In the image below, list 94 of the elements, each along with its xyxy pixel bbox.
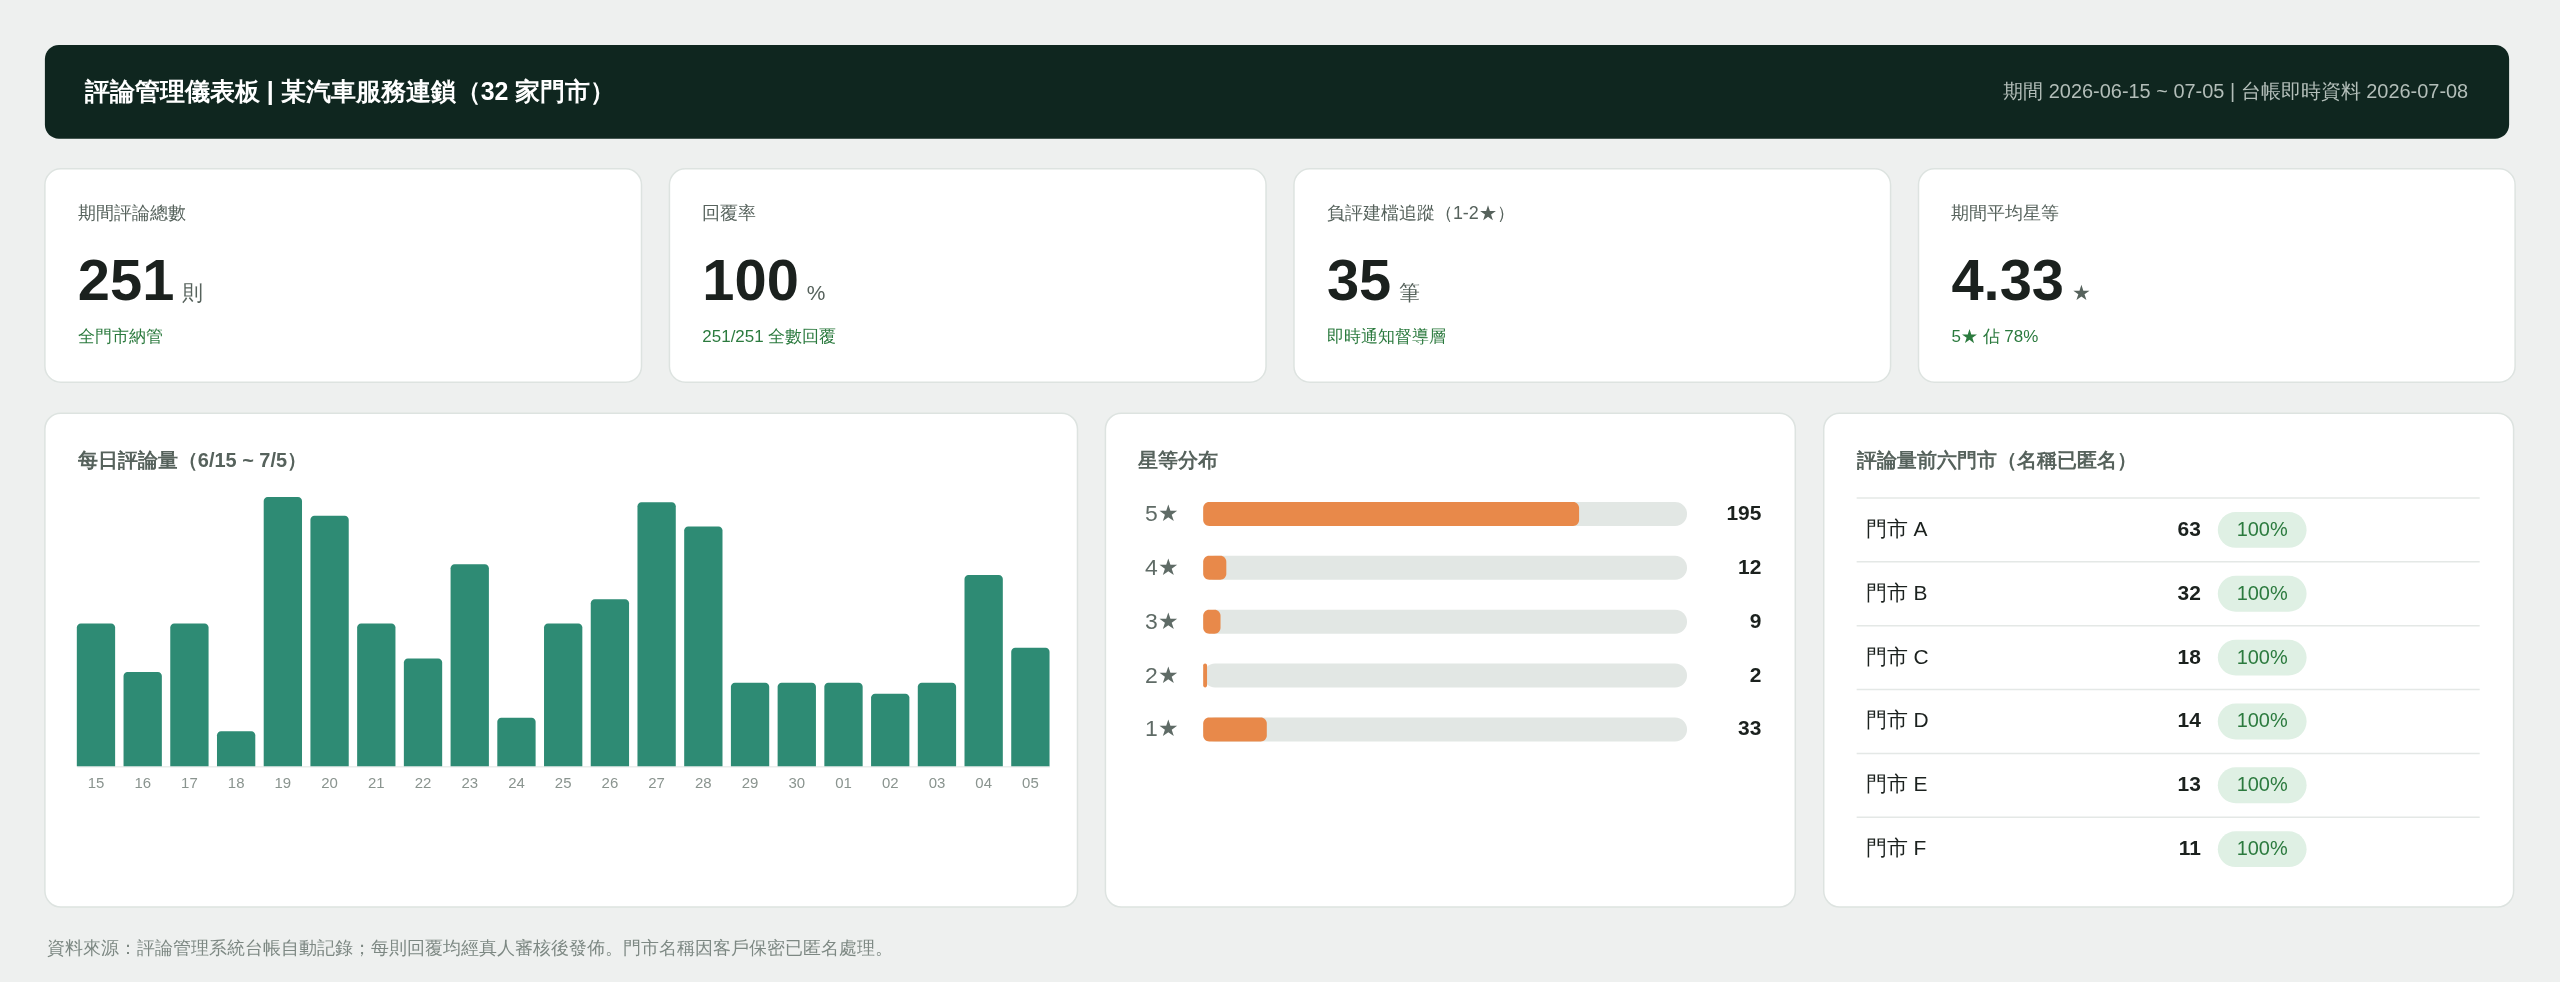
data-label: 100% (2236, 581, 2288, 604)
x-tick-label: 20 (321, 773, 338, 791)
text: 評論量前六門市（名稱已匿名） (1855, 449, 2137, 472)
x-tick-label: 16 (134, 773, 152, 791)
bar (544, 623, 583, 767)
data-label: 251 (77, 248, 175, 313)
data-label: 100% (2236, 517, 2288, 540)
x-tick-label: 29 (741, 773, 759, 791)
data-label: 100% (2236, 709, 2288, 732)
text: 期間評論總數 (77, 202, 186, 223)
text: 期間 2026-06-15 ~ 07-05 | 台帳即時資料 2026-07-08 (2003, 79, 2469, 102)
x-tick-label: 23 (461, 773, 479, 791)
bar (357, 623, 396, 767)
text: 則 (182, 281, 204, 305)
data-label: 2 (1749, 662, 1762, 686)
data-label: 195 (1726, 500, 1762, 524)
bar (590, 599, 630, 767)
bar (263, 496, 303, 767)
x-tick-label: 30 (788, 773, 806, 791)
category-label: 門市 C (1865, 644, 1929, 668)
data-label: 12 (1738, 554, 1762, 578)
bar (777, 682, 816, 767)
data-label: 32 (2177, 580, 2201, 604)
x-tick-label: 18 (227, 773, 245, 791)
text: ★ (2072, 281, 2092, 305)
source-note: 資料來源：評論管理系統台帳自動記錄；每則回覆均經真人審核後發佈。門市名稱因客戶保密已匿名處理。 (46, 937, 893, 958)
bar (730, 682, 770, 767)
x-tick-label: 17 (181, 773, 198, 791)
chart-title: 星等分布 (1137, 449, 1219, 472)
x-tick-label: 21 (367, 773, 385, 791)
x-tick-label: 02 (881, 773, 899, 791)
bar (964, 575, 1003, 767)
chart-title: 每日評論量（6/15 ~ 7/5） (76, 449, 308, 472)
data-label: 33 (1738, 716, 1762, 740)
bar (1203, 717, 1267, 742)
bar (637, 502, 676, 767)
x-tick-label: 25 (554, 773, 572, 791)
text: 5★ 佔 78% (1951, 327, 2039, 347)
text: 全門市納管 (77, 327, 163, 347)
bar (917, 682, 957, 767)
x-tick-label: 05 (1022, 773, 1039, 791)
y-tick-label: 1★ (1144, 715, 1179, 742)
data-label: 100% (2236, 837, 2288, 860)
y-tick-label: 2★ (1144, 661, 1179, 688)
category-label: 門市 F (1865, 836, 1927, 860)
y-tick-label: 4★ (1144, 553, 1179, 580)
data-label: 14 (2177, 708, 2202, 732)
data-label: 18 (2177, 644, 2201, 668)
x-tick-label: 28 (695, 773, 712, 791)
bar (450, 564, 489, 767)
data-label: 63 (2177, 516, 2201, 540)
y-tick-label: 3★ (1144, 607, 1179, 634)
x-tick-label: 15 (87, 773, 105, 791)
x-tick-label: 27 (648, 773, 665, 791)
x-tick-label: 24 (508, 773, 525, 791)
x-tick-label: 03 (928, 773, 946, 791)
category-label: 門市 B (1865, 580, 1928, 604)
bar (76, 623, 116, 767)
text: 即時通知督導層 (1326, 327, 1446, 347)
text: 期間平均星等 (1951, 202, 2060, 223)
data-label: 13 (2177, 772, 2201, 796)
y-tick-label: 5★ (1144, 499, 1179, 526)
x-tick-label: 19 (274, 773, 292, 791)
bar (123, 672, 162, 767)
text: 負評建檔追蹤（1-2★） (1326, 202, 1515, 223)
text: 回覆率 (702, 202, 757, 223)
category-label: 門市 D (1865, 708, 1929, 732)
text: 筆 (1399, 281, 1421, 305)
data-label: 100 (702, 248, 799, 313)
bar (1011, 647, 1050, 767)
bar (170, 623, 209, 767)
x-tick-label: 01 (835, 773, 852, 791)
bar (216, 731, 256, 767)
text: 評論管理儀表板 | 某汽車服務連鎖（32 家門市） (83, 76, 616, 105)
bar (310, 515, 349, 767)
bar (684, 526, 723, 767)
bar (497, 717, 536, 767)
data-label: 100% (2236, 645, 2288, 668)
data-label: 4.33 (1951, 248, 2065, 313)
data-label: 100% (2236, 773, 2288, 796)
category-label: 門市 A (1865, 516, 1928, 540)
x-tick-label: 26 (601, 773, 619, 791)
text: 251/251 全數回覆 (702, 327, 837, 347)
category-label: 門市 E (1865, 772, 1928, 796)
bar (824, 682, 863, 767)
x-tick-label: 04 (975, 773, 992, 791)
data-label: 35 (1326, 248, 1392, 313)
x-tick-label: 22 (414, 773, 432, 791)
data-label: 9 (1749, 608, 1762, 632)
bar (1203, 555, 1227, 580)
bar (403, 658, 443, 767)
data-label: 11 (2178, 836, 2202, 860)
text: % (806, 281, 826, 305)
bar (871, 693, 910, 767)
